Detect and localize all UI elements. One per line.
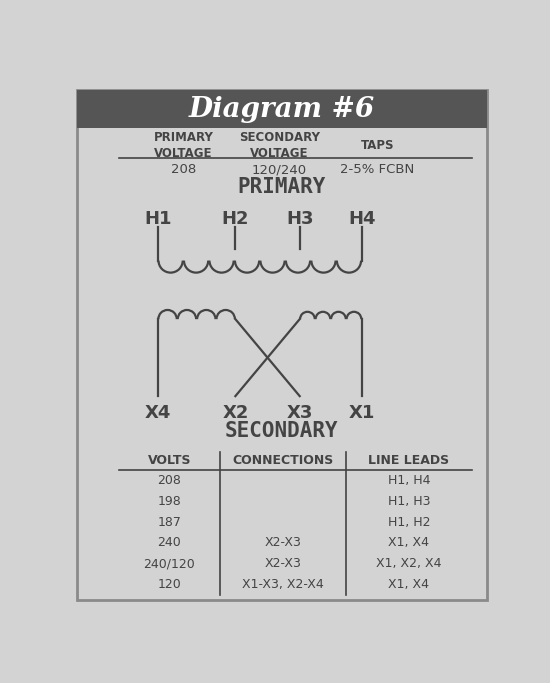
- Text: H4: H4: [348, 210, 376, 228]
- Text: X2: X2: [222, 404, 249, 422]
- Text: 208: 208: [171, 163, 196, 176]
- Text: X1, X2, X4: X1, X2, X4: [376, 557, 442, 570]
- Text: SECONDARY
VOLTAGE: SECONDARY VOLTAGE: [239, 131, 320, 161]
- Text: Diagram #6: Diagram #6: [189, 96, 375, 123]
- Text: 120/240: 120/240: [252, 163, 307, 176]
- Text: SECONDARY: SECONDARY: [225, 421, 339, 441]
- Text: H1, H2: H1, H2: [388, 516, 430, 529]
- Text: X2-X3: X2-X3: [265, 536, 301, 549]
- Text: H1: H1: [144, 210, 172, 228]
- Text: H1, H3: H1, H3: [388, 494, 430, 507]
- Text: X4: X4: [145, 404, 171, 422]
- Text: H1, H4: H1, H4: [388, 474, 430, 487]
- Text: 240: 240: [158, 536, 182, 549]
- Text: 187: 187: [157, 516, 182, 529]
- Text: 240/120: 240/120: [144, 557, 195, 570]
- Text: 2-5% FCBN: 2-5% FCBN: [340, 163, 414, 176]
- Text: X3: X3: [287, 404, 313, 422]
- Text: TAPS: TAPS: [360, 139, 394, 152]
- Text: X1-X3, X2-X4: X1-X3, X2-X4: [242, 578, 324, 591]
- Text: 208: 208: [157, 474, 182, 487]
- Text: PRIMARY
VOLTAGE: PRIMARY VOLTAGE: [153, 131, 213, 161]
- Text: X2-X3: X2-X3: [265, 557, 301, 570]
- Text: X1, X4: X1, X4: [388, 578, 430, 591]
- Bar: [76, 89, 487, 128]
- Text: H2: H2: [222, 210, 249, 228]
- Text: 120: 120: [158, 578, 182, 591]
- Text: X1: X1: [349, 404, 375, 422]
- Text: LINE LEADS: LINE LEADS: [368, 454, 449, 467]
- Text: VOLTS: VOLTS: [148, 454, 191, 467]
- Text: CONNECTIONS: CONNECTIONS: [233, 454, 334, 467]
- Text: X1, X4: X1, X4: [388, 536, 430, 549]
- Text: 198: 198: [158, 494, 182, 507]
- Text: PRIMARY: PRIMARY: [238, 178, 326, 197]
- Text: H3: H3: [286, 210, 313, 228]
